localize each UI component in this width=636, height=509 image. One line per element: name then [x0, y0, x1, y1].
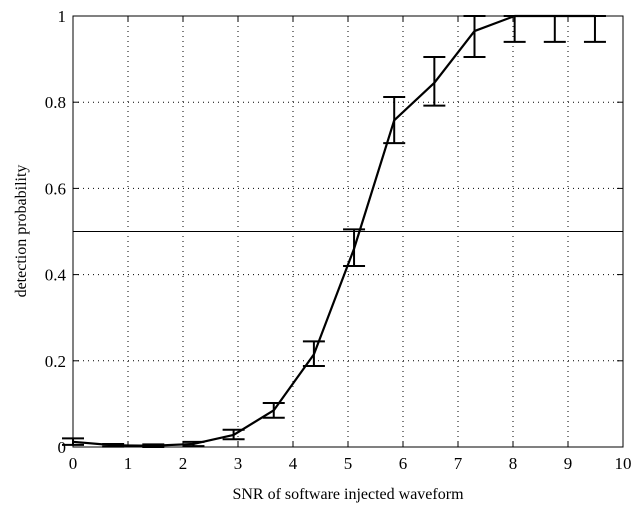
x-tick-label: 4 — [289, 454, 298, 473]
error-bar — [182, 440, 205, 448]
axes-box — [72, 15, 624, 448]
error-bar — [343, 228, 366, 267]
series-line — [72, 14, 595, 447]
x-tick-label: 8 — [509, 454, 518, 473]
tick-labels: 0 1 2 3 4 5 6 7 8 9 10 0 0.2 0.4 0.6 0.8 1 — [45, 7, 632, 473]
x-tick-label: 3 — [234, 454, 243, 473]
y-tick-label: 0.4 — [45, 266, 67, 285]
x-tick-label: 5 — [344, 454, 353, 473]
plot-frame — [72, 15, 624, 448]
error-bar — [423, 55, 446, 107]
y-tick-label: 0.6 — [45, 179, 66, 198]
y-tick-label: 0 — [58, 438, 67, 457]
y-tick-label: 0.2 — [45, 352, 66, 371]
error-bar — [543, 15, 566, 43]
x-tick-label: 1 — [124, 454, 133, 473]
x-axis-label: SNR of software injected waveform — [232, 486, 464, 503]
y-tick-label: 1 — [58, 7, 67, 26]
x-tick-label: 10 — [615, 454, 632, 473]
error-bar — [463, 15, 486, 58]
x-tick-label: 2 — [179, 454, 188, 473]
x-tick-label: 9 — [564, 454, 573, 473]
error-bar — [222, 428, 245, 441]
x-tick-label: 0 — [69, 454, 78, 473]
y-tick-label: 0.8 — [45, 93, 66, 112]
error-bar — [383, 96, 406, 145]
error-bar — [302, 340, 325, 367]
x-tick-label: 6 — [399, 454, 408, 473]
y-axis-label: detection probability — [13, 165, 30, 298]
error-bar — [262, 402, 285, 419]
error-bar — [583, 15, 606, 43]
x-tick-label: 7 — [454, 454, 463, 473]
